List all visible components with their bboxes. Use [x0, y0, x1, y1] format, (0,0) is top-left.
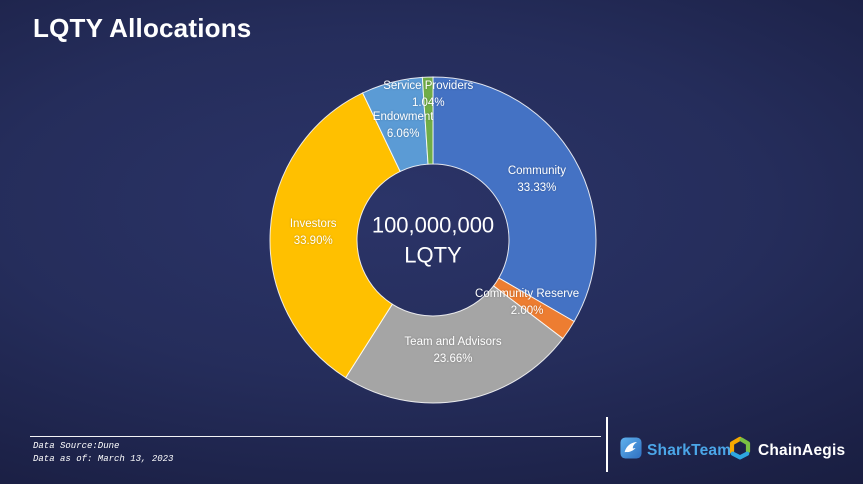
- slice-label-value: 2.00%: [510, 304, 544, 317]
- slice-label-value: 1.04%: [411, 97, 445, 110]
- footer-source-block: Data Source:Dune Data as of: March 13, 2…: [33, 440, 173, 466]
- slice-label-value: 6.06%: [386, 127, 420, 140]
- slice-community: [432, 76, 597, 323]
- sharkteam-logo-text: SharkTeam: [647, 441, 732, 459]
- page-title: LQTY Allocations: [33, 13, 252, 43]
- chart-center-total: 100,000,000: [371, 212, 495, 238]
- slice-team-and-advisors: [345, 285, 564, 404]
- sharkteam-logo-icon: [620, 437, 642, 464]
- chainaegis-logo-text: ChainAegis: [758, 441, 846, 459]
- chart-center-unit: LQTY: [404, 242, 462, 267]
- slice-investors: [269, 92, 401, 379]
- sharkteam-logo: SharkTeam: [620, 437, 731, 464]
- slice-label-team-and-advisors: Team and Advisors 23.66%: [404, 334, 501, 369]
- slice-label-name: Community Reserve: [475, 287, 580, 300]
- slice-label-value: 23.66%: [433, 353, 473, 366]
- data-as-of: Data as of: March 13, 2023: [33, 454, 174, 464]
- slice-label-name: Community: [507, 164, 566, 177]
- slice-label-community: Community 33.33%: [508, 163, 566, 198]
- slice-label-value: 33.90%: [293, 234, 333, 247]
- slice-label-service-providers: Service Providers 1.04%: [383, 78, 473, 113]
- footer-vertical-divider: [606, 417, 608, 472]
- slice-label-name: Investors: [289, 217, 337, 230]
- slice-label-endowment: Endowment 6.06%: [373, 109, 434, 144]
- donut-chart-svg: [269, 76, 597, 404]
- chart-center-label: 100,000,000 LQTY: [372, 210, 494, 269]
- slice-label-investors: Investors 33.90%: [290, 216, 337, 251]
- slice-label-name: Endowment: [372, 110, 434, 123]
- slice-label-value: 33.33%: [517, 182, 557, 194]
- footer-divider: [30, 436, 601, 437]
- data-source: Data Source:Dune: [33, 441, 120, 451]
- chainaegis-logo: ChainAegis: [728, 436, 845, 465]
- chainaegis-logo-icon: [728, 436, 752, 465]
- slice-label-name: Team and Advisors: [404, 335, 502, 348]
- slice-service-providers: [421, 76, 434, 165]
- slice-label-name: Service Providers: [383, 79, 474, 92]
- donut-chart: Community 33.33% Community Reserve 2.00% Tea…: [263, 70, 603, 410]
- slice-label-community-reserve: Community Reserve 2.00%: [475, 285, 579, 320]
